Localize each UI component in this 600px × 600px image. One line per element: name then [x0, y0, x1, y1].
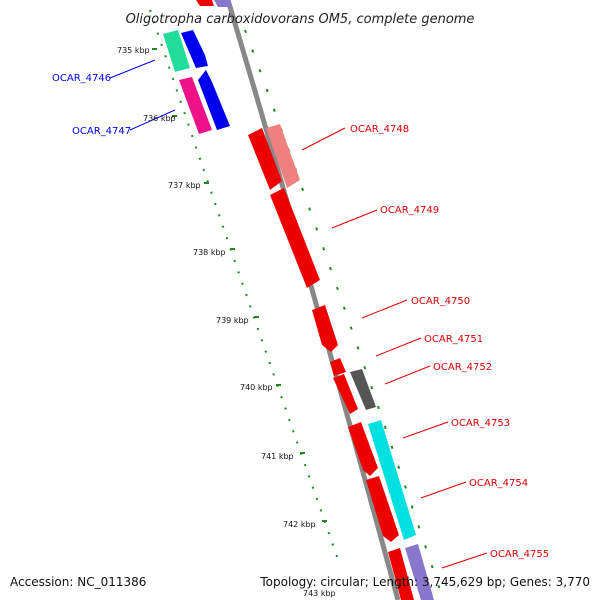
gene-feature[interactable]: [405, 544, 434, 600]
gene-feature[interactable]: [248, 128, 282, 190]
gene-feature[interactable]: [163, 30, 190, 72]
tick-label: 740 kbp: [240, 383, 273, 392]
gene-feature[interactable]: [266, 124, 300, 188]
gene-feature[interactable]: [330, 358, 346, 376]
gene-top-lavender: [214, 0, 232, 7]
gene-top-red: [196, 0, 214, 6]
gene-label-ocar-4748[interactable]: OCAR_4748: [350, 124, 409, 135]
tick-label: 735 kbp: [117, 46, 150, 55]
accession-text: Accession: NC_011386: [10, 575, 146, 589]
gene-label-ocar-4753[interactable]: OCAR_4753: [451, 418, 510, 429]
map-title: Oligotropha carboxidovorans OM5, complet…: [126, 12, 475, 27]
gene-feature[interactable]: [333, 374, 358, 414]
tick-label: 738 kbp: [193, 248, 226, 257]
gene-feature[interactable]: [179, 77, 212, 134]
gene-feature[interactable]: [350, 369, 376, 410]
gene-feature[interactable]: [198, 70, 230, 130]
tick-label: 736 kbp: [143, 114, 176, 123]
label-connectors: [109, 59, 488, 569]
gene-feature[interactable]: [348, 422, 378, 476]
gene-label-ocar-4754[interactable]: OCAR_4754: [469, 478, 528, 489]
tick-label: 737 kbp: [168, 181, 201, 190]
gene-label-ocar-4750[interactable]: OCAR_4750: [411, 296, 470, 307]
tick-marks: [152, 48, 327, 522]
gene-feature[interactable]: [312, 305, 338, 352]
gene-label-ocar-4747[interactable]: OCAR_4747: [72, 126, 131, 137]
tick-label: 739 kbp: [216, 316, 249, 325]
gene-label-ocar-4749[interactable]: OCAR_4749: [380, 205, 439, 216]
gene-feature[interactable]: [181, 30, 208, 68]
gene-feature[interactable]: [270, 188, 320, 288]
gene-feature[interactable]: [366, 476, 399, 542]
summary-text: Topology: circular; Length: 3,745,629 bp…: [259, 575, 590, 589]
tick-track-right: [244, 29, 441, 591]
gene-label-ocar-4746[interactable]: OCAR_4746: [52, 73, 111, 84]
gene-feature[interactable]: [388, 548, 414, 600]
tick-label: 742 kbp: [283, 520, 316, 529]
tick-label: 743 kbp: [303, 589, 336, 598]
gene-label-ocar-4752[interactable]: OCAR_4752: [433, 362, 492, 373]
gene-label-ocar-4755[interactable]: OCAR_4755: [490, 549, 549, 560]
tick-label: 741 kbp: [261, 452, 294, 461]
gene-label-ocar-4751[interactable]: OCAR_4751: [424, 334, 483, 345]
gene-feature[interactable]: [368, 420, 416, 540]
tick-track-left: [149, 9, 341, 566]
genome-backbone: [225, 0, 401, 600]
